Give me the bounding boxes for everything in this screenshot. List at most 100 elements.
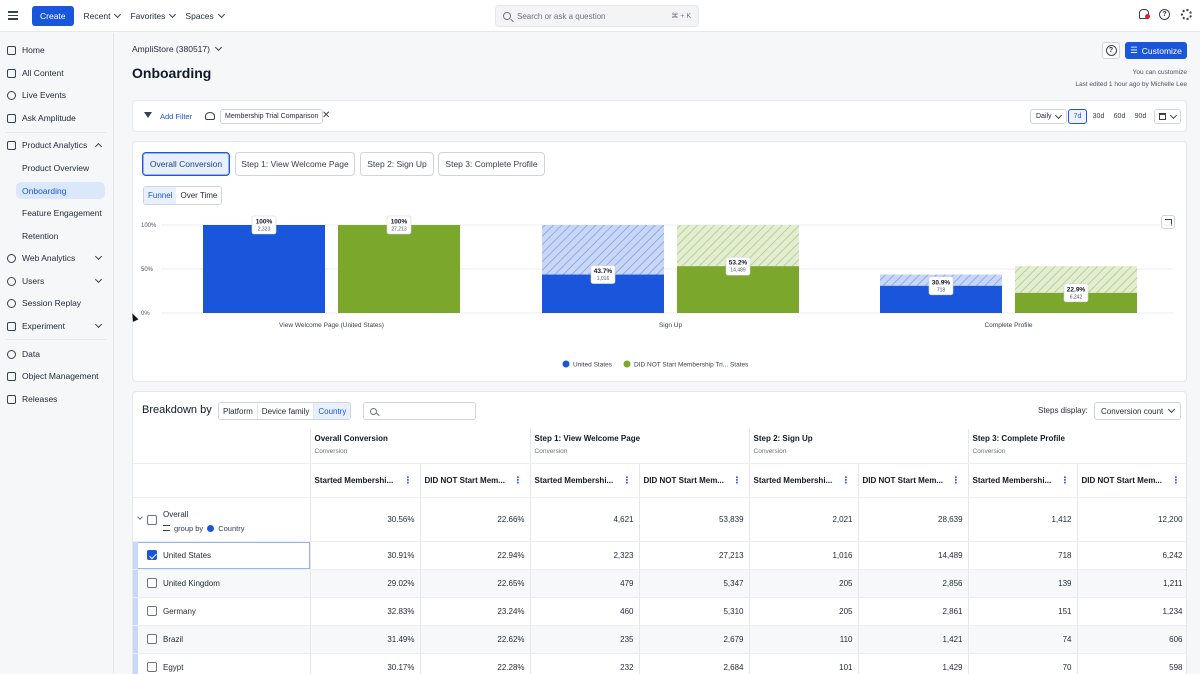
table-row[interactable]: United States 30.91% 22.94% 2,323 27,213 1,01…	[133, 541, 1186, 570]
table-cell: 2,323	[530, 541, 640, 570]
column-label: DID NOT Start Mem...	[643, 475, 724, 485]
spaces-menu[interactable]: Spaces	[185, 10, 225, 21]
sidebar-item-all-content[interactable]: All Content	[7, 64, 107, 82]
range-7d[interactable]: 7d	[1068, 109, 1087, 124]
favorites-menu[interactable]: Favorites	[130, 10, 177, 21]
row-checkbox[interactable]	[147, 634, 157, 644]
column-menu-icon[interactable]: ⋮	[1171, 474, 1181, 485]
table-row-overall[interactable]: Overall group by Country 30.56% 22.66% 4,6…	[133, 497, 1186, 542]
notification-bell-icon[interactable]	[1138, 9, 1150, 20]
column-menu-icon[interactable]: ⋮	[403, 474, 413, 485]
column-did-not-start[interactable]: DID NOT Start Mem... ⋮	[639, 463, 750, 498]
column-menu-icon[interactable]: ⋮	[1060, 474, 1070, 485]
sidebar-item-live-events[interactable]: Live Events	[7, 86, 107, 104]
add-filter-button[interactable]: Add Filter	[160, 112, 193, 121]
close-icon[interactable]: ✕	[322, 110, 331, 121]
chart-icon	[7, 140, 16, 150]
breakdown-card: Breakdown by Platform Device family Coun…	[132, 391, 1187, 674]
breakdown-device-family[interactable]: Device family	[258, 403, 315, 419]
chevron-down-icon	[1054, 111, 1062, 119]
table-row[interactable]: Brazil 31.49% 22.62% 235 2,679 110 1,421 74 606	[133, 625, 1186, 654]
help-button[interactable]: ?	[1102, 42, 1120, 59]
collapse-chevron-icon[interactable]	[137, 513, 143, 520]
funnel-view-button[interactable]: Funnel	[144, 187, 177, 204]
tab-step-1[interactable]: Step 1: View Welcome Page	[235, 152, 355, 176]
sidebar-item-retention[interactable]: Retention	[22, 230, 59, 241]
range-30d[interactable]: 30d	[1092, 113, 1105, 120]
menu-icon[interactable]	[8, 11, 22, 20]
legend-swatch	[562, 360, 570, 368]
segment-chip[interactable]: Membership Trial Comparison	[220, 109, 324, 124]
row-checkbox[interactable]	[147, 550, 157, 560]
column-did-not-start[interactable]: DID NOT Start Mem... ⋮	[420, 463, 531, 498]
sidebar-item-product-overview[interactable]: Product Overview	[22, 162, 90, 173]
settings-gear-icon[interactable]	[1181, 9, 1192, 20]
sidebar-item-releases[interactable]: Releases	[7, 390, 107, 408]
column-started-membership[interactable]: Started Membershi... ⋮	[749, 463, 859, 498]
table-row[interactable]: United Kingdom 29.02% 22.65% 479 5,347 205 2,8…	[133, 569, 1186, 598]
range-60d[interactable]: 60d	[1113, 113, 1126, 120]
range-90d[interactable]: 90d	[1134, 113, 1147, 120]
sidebar-item-users[interactable]: Users	[7, 272, 107, 290]
sidebar-item-home[interactable]: Home	[7, 41, 107, 59]
checkbox[interactable]	[147, 514, 157, 525]
breakdown-country[interactable]: Country	[314, 403, 351, 419]
tab-step-2[interactable]: Step 2: Sign Up	[360, 152, 434, 176]
sidebar: Home All Content Live Events Ask Amplitu…	[0, 33, 114, 674]
table-cell: 22.65%	[420, 569, 531, 598]
over-time-view-button[interactable]: Over Time	[180, 191, 218, 200]
column-did-not-start[interactable]: DID NOT Start Mem... ⋮	[858, 463, 969, 498]
sidebar-item-object-management[interactable]: Object Management	[7, 367, 107, 385]
sidebar-item-experiment[interactable]: Experiment	[7, 317, 107, 335]
data-label-box	[1063, 283, 1089, 303]
chevron-down-icon	[169, 10, 177, 18]
date-picker[interactable]	[1154, 109, 1181, 124]
interval-select[interactable]: Daily	[1030, 109, 1067, 124]
column-menu-icon[interactable]: ⋮	[951, 474, 961, 485]
sidebar-item-onboarding[interactable]: Onboarding	[16, 182, 105, 199]
help-icon[interactable]: ?	[1159, 9, 1170, 20]
table-cell: 232	[530, 653, 640, 674]
column-did-not-start[interactable]: DID NOT Start Mem... ⋮	[1077, 463, 1186, 498]
table-cell: 205	[749, 597, 859, 626]
database-icon	[7, 349, 16, 359]
create-button[interactable]: Create	[32, 5, 74, 26]
data-label-box	[251, 215, 277, 235]
breakdown-platform[interactable]: Platform	[219, 403, 258, 419]
expand-icon[interactable]	[1161, 215, 1175, 229]
column-menu-icon[interactable]: ⋮	[513, 474, 523, 485]
tab-overall-conversion[interactable]: Overall Conversion	[142, 152, 230, 176]
column-started-membership[interactable]: Started Membershi... ⋮	[968, 463, 1078, 498]
search-input[interactable]: Search or ask a question ⌘ + K	[495, 5, 699, 27]
row-checkbox[interactable]	[147, 606, 157, 616]
steps-display-select[interactable]: Conversion count	[1094, 402, 1182, 420]
tab-step-3[interactable]: Step 3: Complete Profile	[438, 152, 545, 176]
data-count-label: 718	[937, 287, 946, 293]
column-started-membership[interactable]: Started Membershi... ⋮	[310, 463, 421, 498]
column-menu-icon[interactable]: ⋮	[622, 474, 632, 485]
sidebar-item-ask-amplitude[interactable]: Ask Amplitude	[7, 109, 107, 127]
table-cell: 1,412	[968, 497, 1078, 542]
table-row[interactable]: Egypt 30.17% 22.28% 232 2,684 101 1,429 70 598	[133, 653, 1186, 674]
table-row[interactable]: Germany 32.83% 23.24% 460 5,310 205 2,861 151 1,…	[133, 597, 1186, 626]
org-selector[interactable]: AmpliStore (380517)	[132, 43, 223, 54]
sidebar-item-web-analytics[interactable]: Web Analytics	[7, 249, 107, 267]
column-menu-icon[interactable]: ⋮	[732, 474, 742, 485]
column-started-membership[interactable]: Started Membershi... ⋮	[530, 463, 640, 498]
sidebar-item-data[interactable]: Data	[7, 345, 107, 363]
sidebar-divider	[6, 132, 106, 133]
customize-button[interactable]: ☰ Customize	[1125, 42, 1187, 59]
table-cell: 5,310	[639, 597, 750, 626]
row-checkbox[interactable]	[147, 662, 157, 672]
sidebar-item-session-replay[interactable]: Session Replay	[7, 294, 107, 312]
breakdown-search-input[interactable]	[363, 402, 476, 420]
recent-menu[interactable]: Recent	[84, 10, 122, 21]
table-cell: 2,679	[639, 625, 750, 654]
sidebar-item-product-analytics[interactable]: Product Analytics	[7, 136, 107, 154]
sidebar-item-feature-engagement[interactable]: Feature Engagement	[22, 207, 102, 218]
row-checkbox[interactable]	[147, 578, 157, 588]
column-menu-icon[interactable]: ⋮	[841, 474, 851, 485]
sparkle-icon	[7, 113, 16, 123]
table-cell: 1,016	[749, 541, 859, 570]
